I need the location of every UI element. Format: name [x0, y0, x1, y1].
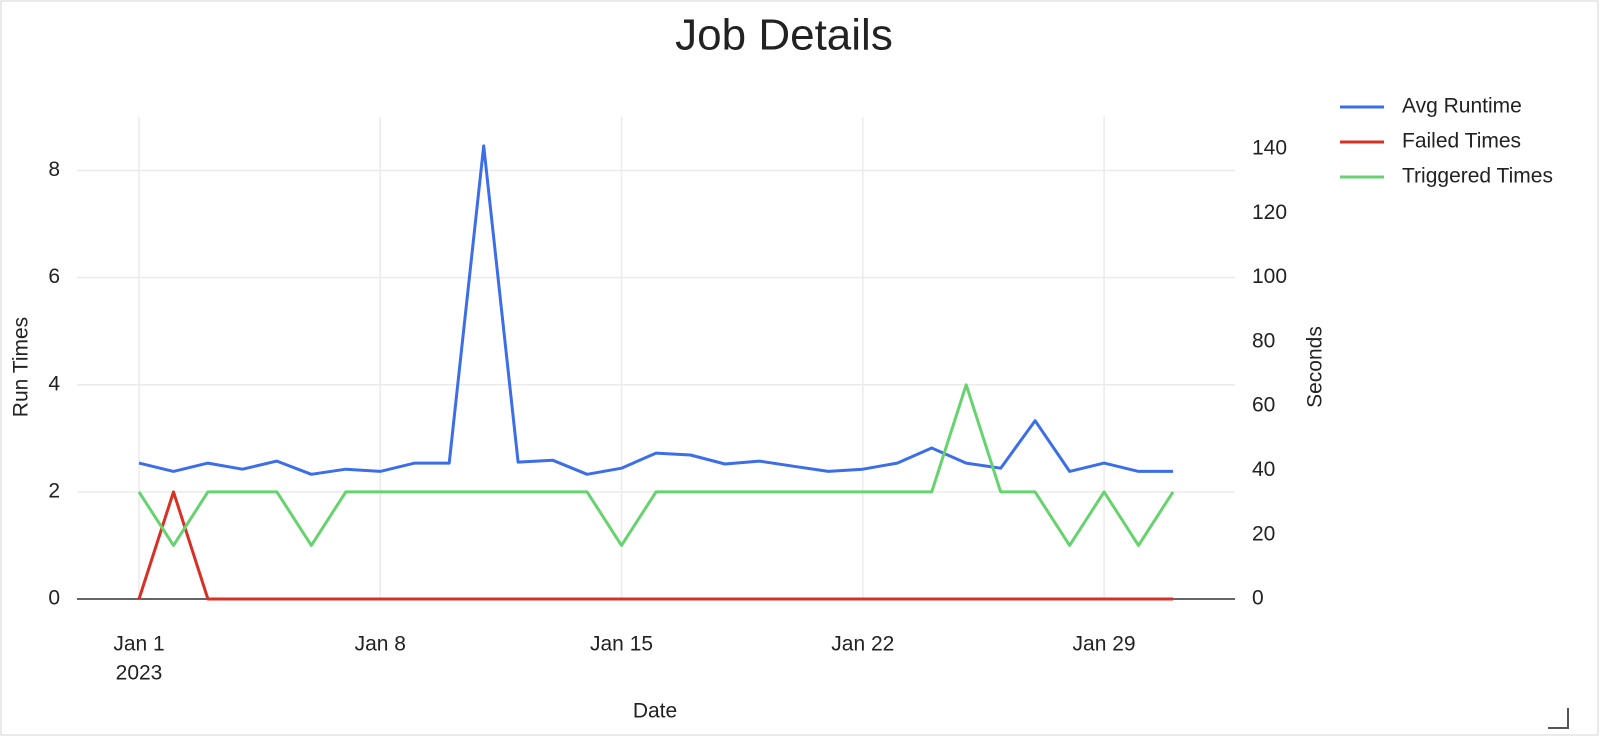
legend-label: Failed Times	[1402, 130, 1521, 153]
chart-title: Job Details	[675, 11, 893, 60]
y-tick-label: 8	[48, 158, 60, 181]
x-tick-label: Jan 15	[590, 633, 653, 656]
y-tick-label: 0	[48, 587, 60, 610]
x-tick-label: Jan 1	[113, 633, 164, 656]
series-line	[137, 383, 1175, 547]
resize-handle[interactable]	[1548, 708, 1569, 729]
x-tick-year: 2023	[116, 662, 163, 685]
y2-tick-label: 100	[1252, 265, 1287, 288]
y2-tick-label: 60	[1252, 394, 1275, 417]
y-tick-label: 2	[48, 479, 60, 502]
x-tick-label: Jan 29	[1073, 633, 1136, 656]
series-line	[137, 490, 1173, 601]
legend-label: Avg Runtime	[1402, 95, 1522, 118]
y2-tick-label: 40	[1252, 458, 1275, 481]
y2-tick-label: 0	[1252, 587, 1264, 610]
y2-tick-label: 120	[1252, 201, 1287, 224]
series-line	[138, 144, 1173, 476]
x-tick-label: Jan 22	[831, 633, 894, 656]
x-axis-title: Date	[633, 700, 677, 723]
y2-tick-label: 80	[1252, 329, 1275, 352]
x-tick-label: Jan 8	[355, 633, 406, 656]
y2-tick-label: 20	[1252, 522, 1275, 545]
y-tick-label: 4	[48, 372, 60, 395]
y-axis-title: Run Times	[10, 317, 33, 417]
y2-axis-title: Seconds	[1304, 326, 1327, 408]
y-tick-label: 6	[48, 265, 60, 288]
legend-label: Triggered Times	[1402, 165, 1553, 188]
y2-tick-label: 140	[1252, 137, 1287, 160]
